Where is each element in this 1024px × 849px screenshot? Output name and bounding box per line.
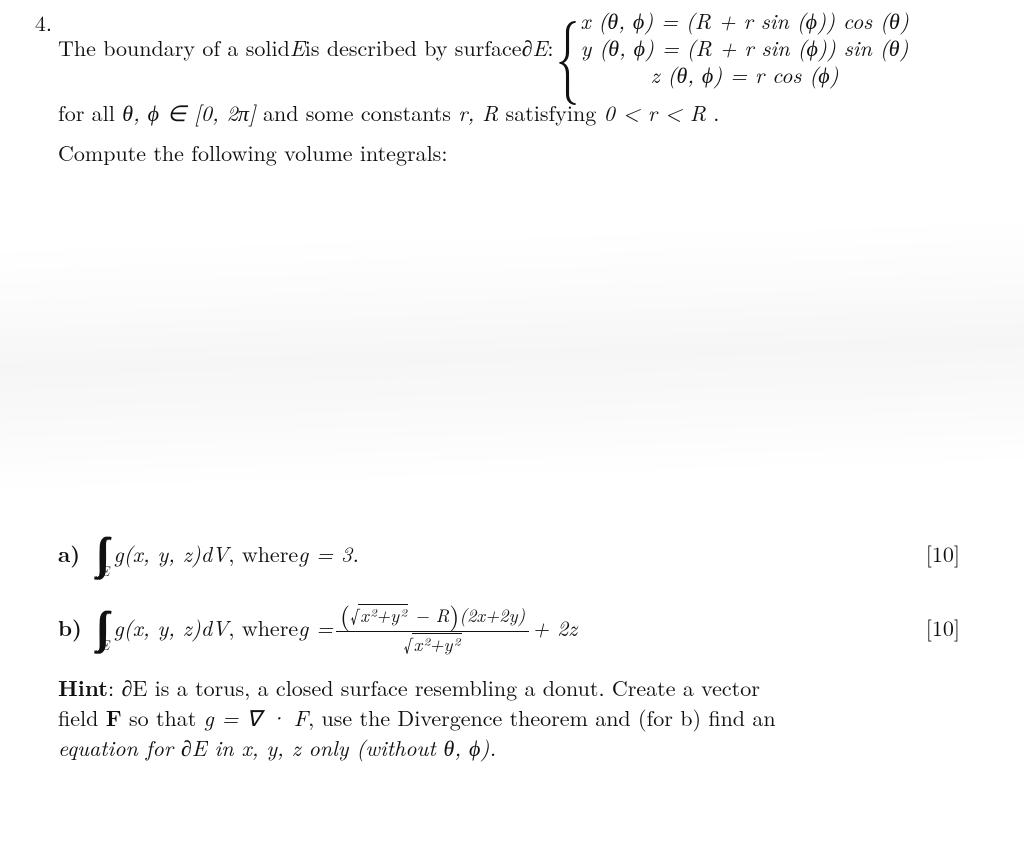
problem-stem-line1: 4. The boundary of a solid E is describe… <box>22 8 1002 88</box>
part-b-fraction: (√x²+y² − R)(2x+2y) √x²+y² <box>336 600 529 655</box>
hint-text1: : ∂E is a torus, a closed surface resemb… <box>108 672 760 703</box>
l2c: and some constants <box>263 97 458 128</box>
param-system: x (θ, ϕ) = (R + r sin (ϕ)) cos (θ) y (θ,… <box>580 8 909 88</box>
part-a-where: , where <box>228 539 298 569</box>
l2e: satisfying <box>506 97 604 128</box>
dE: ∂E <box>522 33 548 63</box>
hint-rel: g = ∇ · F <box>204 702 308 733</box>
parts-container: a) ∫∫∫ E g(x, y, z)dV , where g = 3. [10… <box>22 530 960 655</box>
problem-number: 4. <box>22 8 58 38</box>
part-a-integrand: g(x, y, z)dV <box>114 539 229 569</box>
part-b-iiint: ∫∫∫ E <box>94 604 110 652</box>
part-b-gEq: g = <box>298 613 333 643</box>
lead-mid: is described by surface <box>305 33 522 63</box>
num-rest: − R <box>408 602 449 628</box>
colon: : <box>547 33 553 63</box>
hint-text2a: field <box>58 702 106 733</box>
l2a: for all <box>58 97 122 128</box>
hint-text3: equation for ∂E in x, y, z only (without… <box>58 732 496 763</box>
part-b-tail: + 2z <box>532 613 577 643</box>
part-a: a) ∫∫∫ E g(x, y, z)dV , where g = 3. [10… <box>58 530 960 578</box>
frac-numerator: (√x²+y² − R)(2x+2y) <box>336 600 529 632</box>
lead-before: The boundary of a solid <box>58 33 290 63</box>
part-a-int-symbols: ∫∫∫ <box>96 530 108 570</box>
lead-E: E <box>290 33 305 63</box>
system-x: x (θ, ϕ) = (R + r sin (ϕ)) cos (θ) <box>580 8 909 35</box>
part-b-body: ∫∫∫ E g(x, y, z)dV , where g = (√x²+y² −… <box>94 600 910 655</box>
part-a-after: g = 3. <box>298 539 359 569</box>
l2g: . <box>713 97 719 128</box>
frac-denominator: √x²+y² <box>336 632 529 655</box>
part-b-label: b) <box>58 613 94 643</box>
problem-line3: Compute the following volume integrals: <box>22 138 1002 168</box>
num-rparen: ) <box>449 596 459 633</box>
problem-line1-content: The boundary of a solid E is described b… <box>58 8 1002 88</box>
system-z: z (θ, ϕ) = r cos (ϕ) <box>580 62 909 89</box>
hint-label: Hint <box>58 672 108 703</box>
system-y: y (θ, ϕ) = (R + r sin (ϕ)) sin (θ) <box>580 35 909 62</box>
den-sqrt: √x²+y² <box>403 633 461 655</box>
part-a-body: ∫∫∫ E g(x, y, z)dV , where g = 3. <box>94 530 910 578</box>
problem-line2: for all θ, ϕ ∈ [0, 2π] and some constant… <box>22 98 1002 128</box>
hint-text2b: so that <box>122 702 204 733</box>
num-sqrt: √x²+y² <box>350 604 408 626</box>
num-lparen: ( <box>340 596 350 633</box>
l2b: θ, ϕ ∈ [0, 2π] <box>122 97 255 128</box>
hint-F: F <box>106 702 122 733</box>
vertical-gap <box>22 168 1002 518</box>
num-sqrt-arg: x²+y² <box>358 604 408 626</box>
part-b-int-symbols: ∫∫∫ <box>96 604 108 644</box>
den-sqrt-arg: x²+y² <box>412 633 462 655</box>
num-paren2: (2x+2y) <box>459 602 525 628</box>
left-brace: { <box>556 12 579 88</box>
hint-text2c: , use the Divergence theorem and (for b)… <box>308 702 776 733</box>
part-b-marks: [10] <box>910 613 960 643</box>
part-b-integrand: g(x, y, z)dV <box>114 613 229 643</box>
page: 4. The boundary of a solid E is describe… <box>0 0 1024 849</box>
hint: Hint: ∂E is a torus, a closed surface re… <box>22 673 958 762</box>
part-b: b) ∫∫∫ E g(x, y, z)dV , where g = (√x²+y… <box>58 600 960 655</box>
part-a-label: a) <box>58 539 94 569</box>
part-a-marks: [10] <box>910 539 960 569</box>
l2d: r, R <box>458 97 498 128</box>
part-a-iiint: ∫∫∫ E <box>94 530 110 578</box>
part-b-where: , where <box>228 613 298 643</box>
l2f: 0 < r < R <box>604 97 706 128</box>
